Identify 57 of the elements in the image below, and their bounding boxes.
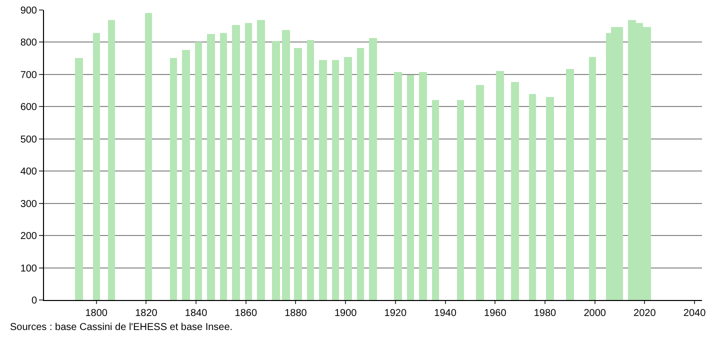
x-tick-label: 1800: [85, 308, 108, 319]
bar: [307, 40, 314, 300]
x-tick-label: 1960: [484, 308, 507, 319]
bar: [546, 97, 554, 300]
bar: [369, 38, 377, 300]
bar: [319, 60, 327, 300]
bar: [394, 72, 402, 300]
bar: [407, 75, 414, 300]
y-tick-label: 500: [20, 134, 38, 146]
y-tick-label: 200: [20, 231, 38, 242]
x-tick-label: 2020: [634, 308, 656, 319]
bar: [511, 82, 519, 300]
y-tick-label: 100: [20, 263, 38, 274]
x-tick-label: 1840: [184, 308, 208, 319]
y-tick-label: 900: [20, 6, 38, 16]
y-tick-label: 700: [20, 70, 38, 81]
bar: [419, 72, 427, 300]
bar: [170, 58, 177, 300]
x-tick-label: 1940: [434, 308, 457, 319]
bar: [457, 100, 464, 300]
y-tick-label: 600: [20, 102, 38, 114]
x-tick-label: 1980: [534, 308, 557, 319]
x-tick-label: 2040: [683, 308, 706, 319]
bar: [357, 48, 364, 300]
bar: [282, 30, 290, 300]
bar: [75, 58, 83, 300]
bar: [220, 33, 227, 300]
bar: [566, 69, 574, 300]
bar: [245, 23, 252, 300]
bar: [432, 100, 439, 300]
x-tick-label: 1820: [135, 308, 158, 319]
bar: [232, 25, 240, 300]
bar: [344, 57, 352, 300]
bar: [145, 13, 152, 300]
bar: [294, 48, 302, 300]
x-tick-label: 1900: [334, 308, 358, 319]
x-tick-label: 2000: [584, 308, 606, 319]
bar: [332, 60, 339, 300]
bar: [476, 85, 484, 300]
x-tick-label: 1860: [234, 308, 258, 319]
x-tick-label: 1880: [284, 308, 308, 319]
bar: [195, 42, 202, 300]
bar: [272, 41, 280, 300]
y-tick-label: 400: [20, 166, 38, 178]
x-tick-label: 1920: [384, 308, 407, 319]
bar: [93, 33, 100, 300]
bar: [182, 50, 190, 300]
bar: [589, 57, 596, 300]
source-note: Sources : base Cassini de l'EHESS et base Insee.: [10, 322, 233, 333]
bar: [257, 20, 265, 300]
y-tick-label: 800: [20, 38, 38, 49]
y-tick-label: 0: [31, 296, 38, 306]
bar: [207, 34, 215, 300]
bar: [529, 94, 536, 300]
y-tick-label: 300: [20, 198, 38, 210]
bar: [496, 71, 504, 300]
bar: [108, 20, 115, 300]
